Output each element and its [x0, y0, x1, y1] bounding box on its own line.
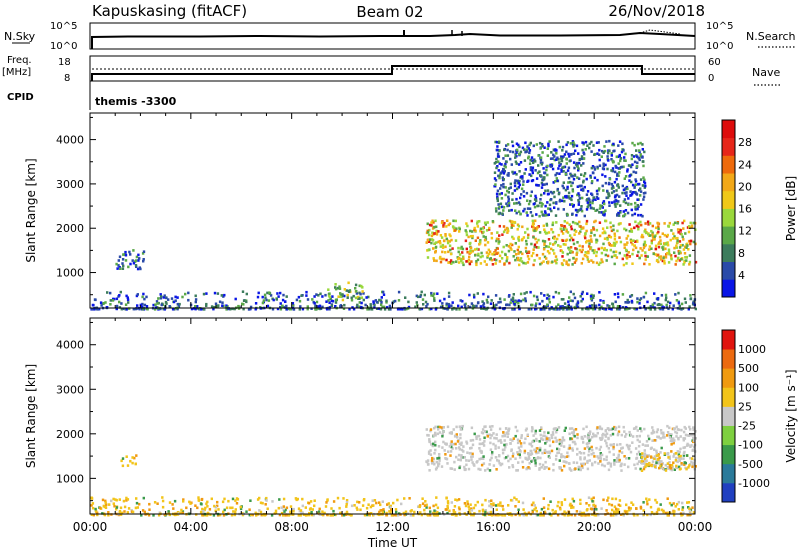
station-title: Kapuskasing (fitACF) [92, 2, 247, 20]
power-colorbar-swatch [722, 226, 735, 245]
power-echo-region [327, 281, 364, 302]
power-colorbar-swatch [722, 173, 735, 192]
velocity-colorbar-swatch [722, 406, 735, 426]
power-plot: 1000 2000 3000 4000 Slant Range [km] 4 8 12 16 20… [24, 112, 798, 311]
nsky-tick-top: 10^5 [50, 21, 77, 32]
velocity-colorbar-tick: 100 [738, 381, 759, 394]
nave-label: Nave [752, 66, 780, 79]
power-echo-region [425, 219, 698, 267]
x-tick-label: 16:00 [476, 520, 511, 534]
velocity-frame [89, 317, 696, 515]
nsearch-tick-top: 10^5 [706, 21, 733, 32]
power-colorbar-tick: 20 [738, 180, 752, 193]
velocity-colorbar-tick: -500 [738, 458, 763, 471]
velocity-colorbar-tick: -25 [738, 420, 756, 433]
x-tick-label: 00:00 [678, 520, 713, 534]
cpid-label: CPID [7, 92, 34, 103]
velocity-y-tick-label: 1000 [56, 472, 84, 485]
power-y-tick-label: 2000 [56, 222, 84, 235]
velocity-colorbar-swatch [722, 463, 735, 484]
power-echo-cells [90, 139, 698, 311]
x-tick-label: 12:00 [375, 520, 410, 534]
power-colorbar-tick: 8 [738, 247, 745, 260]
power-colorbar: 4 8 12 16 20 24 28 Power [dB] [721, 119, 798, 298]
velocity-colorbar-label: Velocity [m s⁻¹] [784, 369, 798, 462]
power-y-tick-label: 1000 [56, 267, 84, 280]
nave-tick-bottom: 0 [708, 73, 714, 84]
beam-title: Beam 02 [356, 3, 423, 21]
power-echo-region [115, 249, 146, 271]
velocity-colorbar-tick: 1000 [738, 343, 766, 356]
power-colorbar-tick: 28 [738, 136, 752, 149]
velocity-y-tick-label: 3000 [56, 383, 84, 396]
freq-label-1: Freq. [7, 55, 32, 66]
velocity-colorbar-swatch [722, 444, 735, 465]
power-colorbar-tick: 24 [738, 158, 752, 171]
velocity-y-tick-label: 2000 [56, 428, 84, 441]
freq-panel [89, 55, 696, 82]
nsearch-line [639, 29, 681, 35]
freq-tick-bottom: 8 [64, 73, 70, 84]
nsearch-tick-bottom: 10^0 [706, 41, 733, 52]
power-colorbar-swatch [722, 120, 735, 139]
velocity-colorbar-tick: -1000 [738, 477, 770, 490]
power-echo-region [493, 139, 647, 218]
velocity-echo-cells [90, 424, 697, 517]
velocity-echo-region [640, 452, 697, 472]
nave-tick-top: 60 [708, 57, 721, 68]
velocity-colorbar-swatch [722, 330, 735, 350]
power-colorbar-tick: 4 [738, 269, 745, 282]
cpid-value: themis -3300 [95, 95, 177, 108]
power-colorbar-tick: 12 [738, 225, 752, 238]
nsearch-label: N.Search [746, 30, 796, 43]
velocity-colorbar-swatch [722, 482, 735, 503]
velocity-colorbar-tick: 25 [738, 400, 752, 413]
x-tick-label: 00:00 [73, 520, 108, 534]
x-tick-label: 04:00 [174, 520, 209, 534]
velocity-echo-region [120, 454, 138, 468]
velocity-colorbar-tick: -100 [738, 439, 763, 452]
x-tick-label: 20:00 [577, 520, 612, 534]
velocity-colorbar-swatch [722, 349, 735, 369]
velocity-y-tick-label: 4000 [56, 339, 84, 352]
power-colorbar-swatch [722, 208, 735, 227]
power-ylabel: Slant Range [km] [24, 158, 38, 262]
xlabel: Time UT [367, 536, 418, 550]
nsky-tick-bottom: 10^0 [50, 41, 77, 52]
nsky-line [91, 31, 696, 49]
freq-label-2: [MHz] [2, 67, 31, 78]
velocity-colorbar-tick: 500 [738, 362, 759, 375]
power-colorbar-swatch [722, 279, 735, 298]
power-colorbar-swatch [722, 190, 735, 209]
velocity-colorbar: 1000 500 100 25 -25 -100 -500 -1000 Velocity [m … [721, 329, 798, 503]
power-colorbar-swatch [722, 243, 735, 262]
power-y-tick-label: 3000 [56, 178, 84, 191]
velocity-colorbar-swatch [722, 425, 735, 446]
velocity-colorbar-swatch [722, 368, 735, 388]
power-colorbar-label: Power [dB] [784, 176, 798, 241]
nsky-label: N.Sky [4, 30, 36, 43]
freq-line [91, 65, 695, 81]
velocity-colorbar-swatch [722, 387, 735, 407]
x-tick-label: 08:00 [274, 520, 309, 534]
date-title: 26/Nov/2018 [608, 2, 705, 20]
power-colorbar-swatch [722, 261, 735, 280]
power-colorbar-tick: 16 [738, 203, 752, 216]
velocity-echo-region [425, 424, 697, 472]
freq-tick-top: 18 [58, 57, 71, 68]
power-colorbar-swatch [722, 155, 735, 174]
power-colorbar-swatch [722, 137, 735, 156]
velocity-ylabel: Slant Range [km] [24, 364, 38, 468]
power-y-tick-label: 4000 [56, 134, 84, 147]
